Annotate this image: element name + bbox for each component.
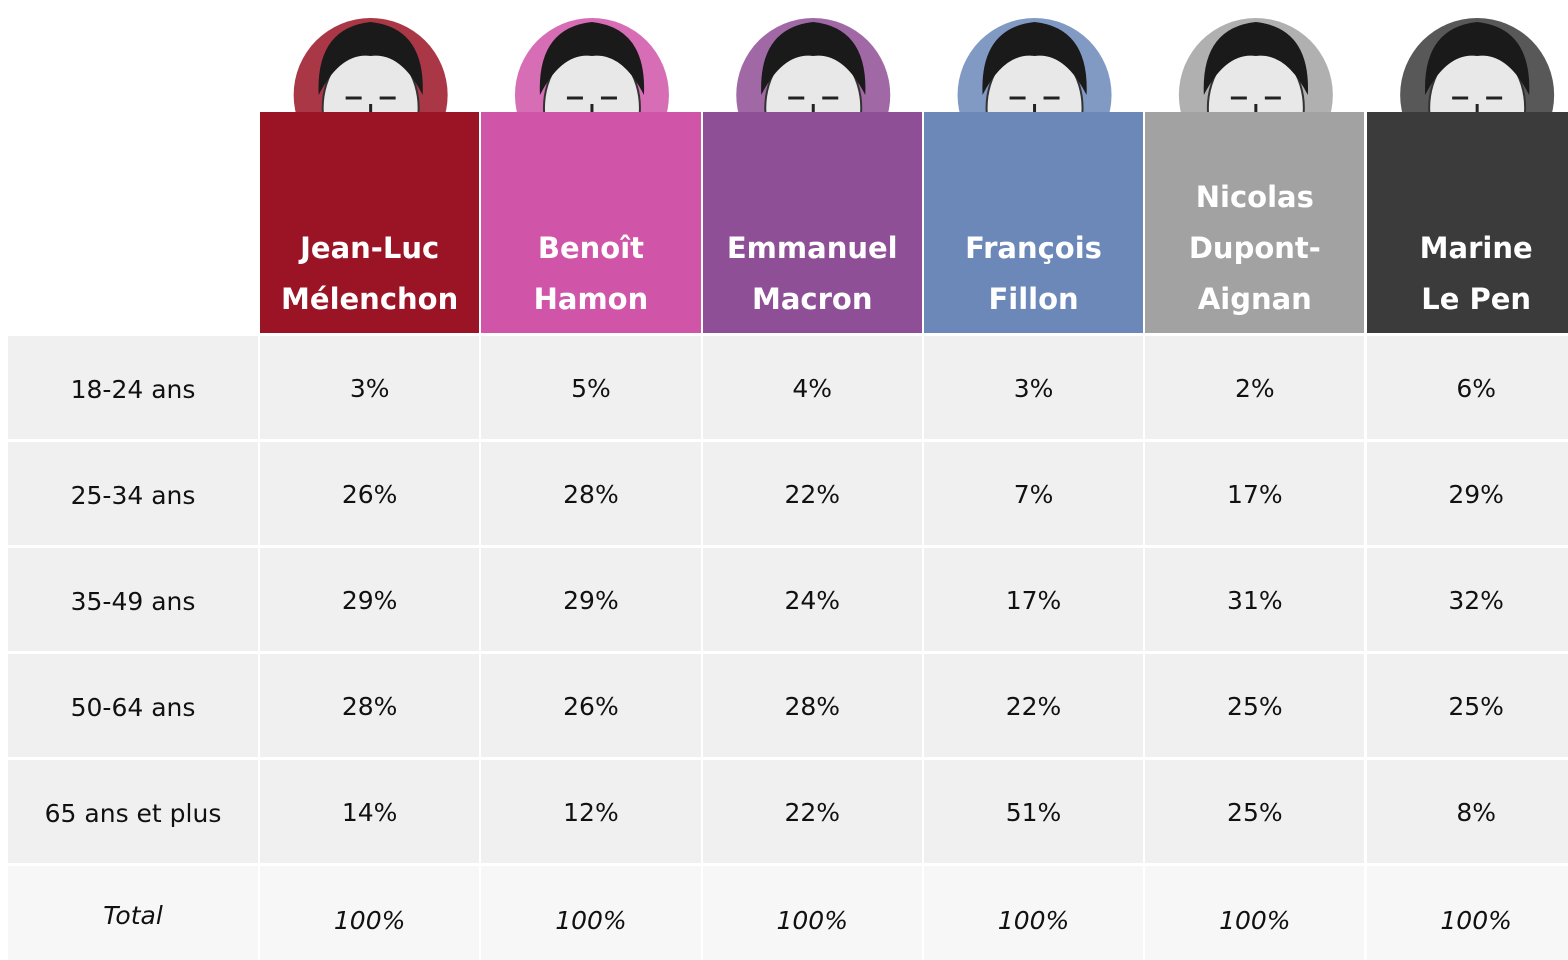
- table-cell: 25%: [1145, 654, 1364, 757]
- table-cell: 22%: [924, 654, 1143, 757]
- header-line: Le Pen: [1421, 274, 1531, 325]
- row-label: 35-49 ans: [8, 548, 258, 651]
- table-cell: 29%: [1367, 442, 1568, 545]
- table-cell: 22%: [703, 760, 922, 863]
- table-cell: 14%: [260, 760, 479, 863]
- table-cell: 24%: [703, 548, 922, 651]
- table-cell: 100%: [924, 866, 1143, 960]
- table-cell: 28%: [703, 654, 922, 757]
- header-line: Hamon: [534, 274, 649, 325]
- table-cell: 8%: [1367, 760, 1568, 863]
- row-label: 25-34 ans: [8, 442, 258, 545]
- table-cell: 25%: [1367, 654, 1568, 757]
- table-cell: 28%: [260, 654, 479, 757]
- header-line: Nicolas: [1196, 172, 1314, 223]
- header-line: Jean-Luc: [300, 223, 439, 274]
- table-cell: 100%: [703, 866, 922, 960]
- row-label: 18-24 ans: [8, 336, 258, 439]
- row-label: Total: [8, 866, 258, 960]
- table-cell: 4%: [703, 336, 922, 439]
- table-cell: 31%: [1145, 548, 1364, 651]
- table-cell: 29%: [260, 548, 479, 651]
- table-cell: 26%: [481, 654, 700, 757]
- table-page: Jean-LucMélenchonBenoîtHamonEmmanuelMacr…: [0, 0, 1568, 960]
- table-cell: 3%: [260, 336, 479, 439]
- table-cell: 100%: [1367, 866, 1568, 960]
- table-cell: 25%: [1145, 760, 1364, 863]
- table-cell: 28%: [481, 442, 700, 545]
- header-line: Mélenchon: [281, 274, 458, 325]
- header-line: Fillon: [988, 274, 1078, 325]
- table-cell: 12%: [481, 760, 700, 863]
- header-line: Macron: [752, 274, 873, 325]
- table-cell: 7%: [924, 442, 1143, 545]
- table-cell: 100%: [1145, 866, 1364, 960]
- header-line: Marine: [1420, 223, 1533, 274]
- header-line: Aignan: [1198, 274, 1312, 325]
- table-cell: 2%: [1145, 336, 1364, 439]
- table-cell: 3%: [924, 336, 1143, 439]
- header-line: Benoît: [538, 223, 644, 274]
- table-cell: 51%: [924, 760, 1143, 863]
- table-cell: 100%: [481, 866, 700, 960]
- row-label: 65 ans et plus: [8, 760, 258, 863]
- table-cell: 17%: [1145, 442, 1364, 545]
- table-cell: 22%: [703, 442, 922, 545]
- table-cell: 26%: [260, 442, 479, 545]
- header-line: Dupont-: [1189, 223, 1321, 274]
- header-line: François: [965, 223, 1102, 274]
- table-cell: 17%: [924, 548, 1143, 651]
- table-cell: 29%: [481, 548, 700, 651]
- header-line: Emmanuel: [727, 223, 898, 274]
- row-label: 50-64 ans: [8, 654, 258, 757]
- table-cell: 6%: [1367, 336, 1568, 439]
- table-cell: 100%: [260, 866, 479, 960]
- table-cell: 32%: [1367, 548, 1568, 651]
- table-cell: 5%: [481, 336, 700, 439]
